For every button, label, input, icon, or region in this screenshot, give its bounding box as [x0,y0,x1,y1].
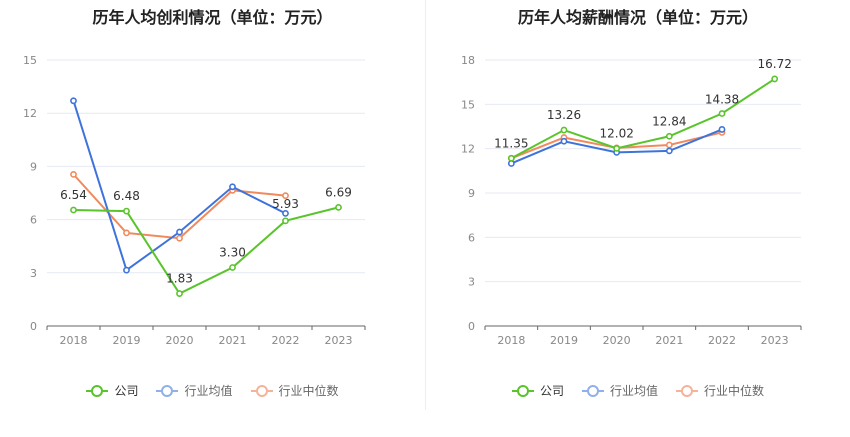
data-point[interactable] [718,126,726,133]
data-label: 12.84 [652,114,686,128]
data-point[interactable] [282,209,289,217]
x-tick-label: 2022 [708,334,736,347]
legend-label: 行业均值 [184,384,233,398]
x-tick-label: 2018 [497,334,525,347]
data-label: 3.30 [219,245,246,259]
data-label: 14.38 [705,92,739,106]
data-point[interactable] [70,170,77,178]
data-point[interactable] [229,183,236,191]
series-line [72,100,286,272]
y-tick-label: 15 [23,54,37,67]
data-point[interactable] [282,192,289,200]
legend-swatch-icon [86,384,109,397]
y-tick-label: 3 [468,276,475,289]
series-line [73,206,339,295]
legend: 公司 行业均值 行业中位数 [426,382,850,399]
data-point[interactable] [771,75,779,83]
salary-line-chart: 0 3 6 9 12 15 18 2018 2019 2020 2021 2022 2023 11.35 1… [461,54,802,347]
y-tick-label: 15 [461,98,475,111]
industry-average-series [70,97,289,274]
data-point[interactable] [70,206,77,214]
data-point[interactable] [560,126,568,134]
y-tick-label: 6 [30,214,37,227]
data-point[interactable] [229,264,236,271]
industry-average-series [507,126,726,167]
legend-swatch-icon [676,384,698,397]
legend-item-industry-average[interactable]: 行业均值 [156,382,233,399]
legend-item-industry-median[interactable]: 行业中位数 [676,382,764,399]
legend: 公司 行业均值 行业中位数 [0,382,425,399]
company-series [70,203,342,297]
data-point[interactable] [70,97,77,105]
data-point[interactable] [507,154,515,162]
data-label: 6.48 [113,189,140,203]
y-tick-label: 18 [461,54,475,67]
y-tick-label: 9 [468,187,475,200]
data-label: 5.93 [272,197,299,211]
y-tick-label: 6 [468,231,475,244]
x-tick-label: 2020 [603,334,631,347]
company-series [507,75,779,162]
profit-per-employee-panel: 历年人均创利情况（单位：万元） 0 3 6 9 12 15 2018 2019 2020 2021… [0,8,425,399]
data-point[interactable] [176,228,183,236]
legend-swatch-icon [581,384,604,397]
x-tick-label: 2018 [60,334,88,347]
salary-per-employee-panel: 历年人均薪酬情况（单位：万元） 0 3 6 9 12 15 18 2018 2019 2020 20… [426,0,850,437]
series-line [510,78,776,160]
y-tick-label: 3 [30,267,37,280]
data-point[interactable] [665,132,673,140]
data-point[interactable] [282,217,289,225]
data-label: 6.69 [325,185,352,199]
profit-line-chart: 0 3 6 9 12 15 2018 2019 2020 2021 2022 2023 6.54 6.48… [23,54,366,347]
x-tick-label: 2023 [325,334,353,347]
data-label: 16.72 [757,57,791,71]
data-point[interactable] [665,147,673,155]
legend-swatch-icon [156,384,179,397]
y-tick-label: 12 [461,143,475,156]
x-tick-label: 2019 [550,334,578,347]
x-tick-label: 2021 [219,334,247,347]
data-point[interactable] [176,234,183,242]
data-point[interactable] [613,144,621,152]
x-tick-label: 2020 [166,334,194,347]
legend-swatch-icon [250,384,273,397]
legend-label: 行业中位数 [278,384,339,398]
data-point[interactable] [665,141,673,149]
data-label: 11.35 [494,136,528,150]
legend-item-industry-median[interactable]: 行业中位数 [250,382,339,399]
data-point[interactable] [718,110,726,117]
data-point[interactable] [560,137,568,145]
y-tick-label: 0 [468,320,475,333]
panel-divider [425,0,426,410]
data-label: 12.02 [599,126,633,140]
y-tick-label: 12 [23,107,37,120]
legend-label: 行业均值 [609,384,658,398]
legend-item-industry-average[interactable]: 行业均值 [581,382,658,399]
data-label: 13.26 [547,108,581,122]
x-tick-label: 2019 [113,334,141,347]
legend-label: 行业中位数 [704,384,765,398]
x-tick-label: 2021 [655,334,683,347]
chart-title: 历年人均薪酬情况（单位：万元） [517,8,758,27]
data-point[interactable] [123,266,130,274]
y-tick-label: 9 [30,160,37,173]
data-point[interactable] [176,290,183,297]
data-point[interactable] [123,207,130,215]
data-point[interactable] [123,229,130,237]
y-tick-label: 0 [30,320,37,333]
data-point[interactable] [335,203,342,211]
data-label: 1.83 [166,272,193,286]
legend-item-company[interactable]: 公司 [86,382,138,399]
legend-label: 公司 [114,384,139,398]
legend-label: 公司 [539,384,564,398]
x-tick-label: 2022 [272,334,300,347]
chart-title: 历年人均创利情况（单位：万元） [92,8,333,27]
legend-swatch-icon [511,384,534,397]
data-label: 6.54 [60,188,87,202]
x-tick-label: 2023 [761,334,789,347]
legend-item-company[interactable]: 公司 [511,382,564,399]
